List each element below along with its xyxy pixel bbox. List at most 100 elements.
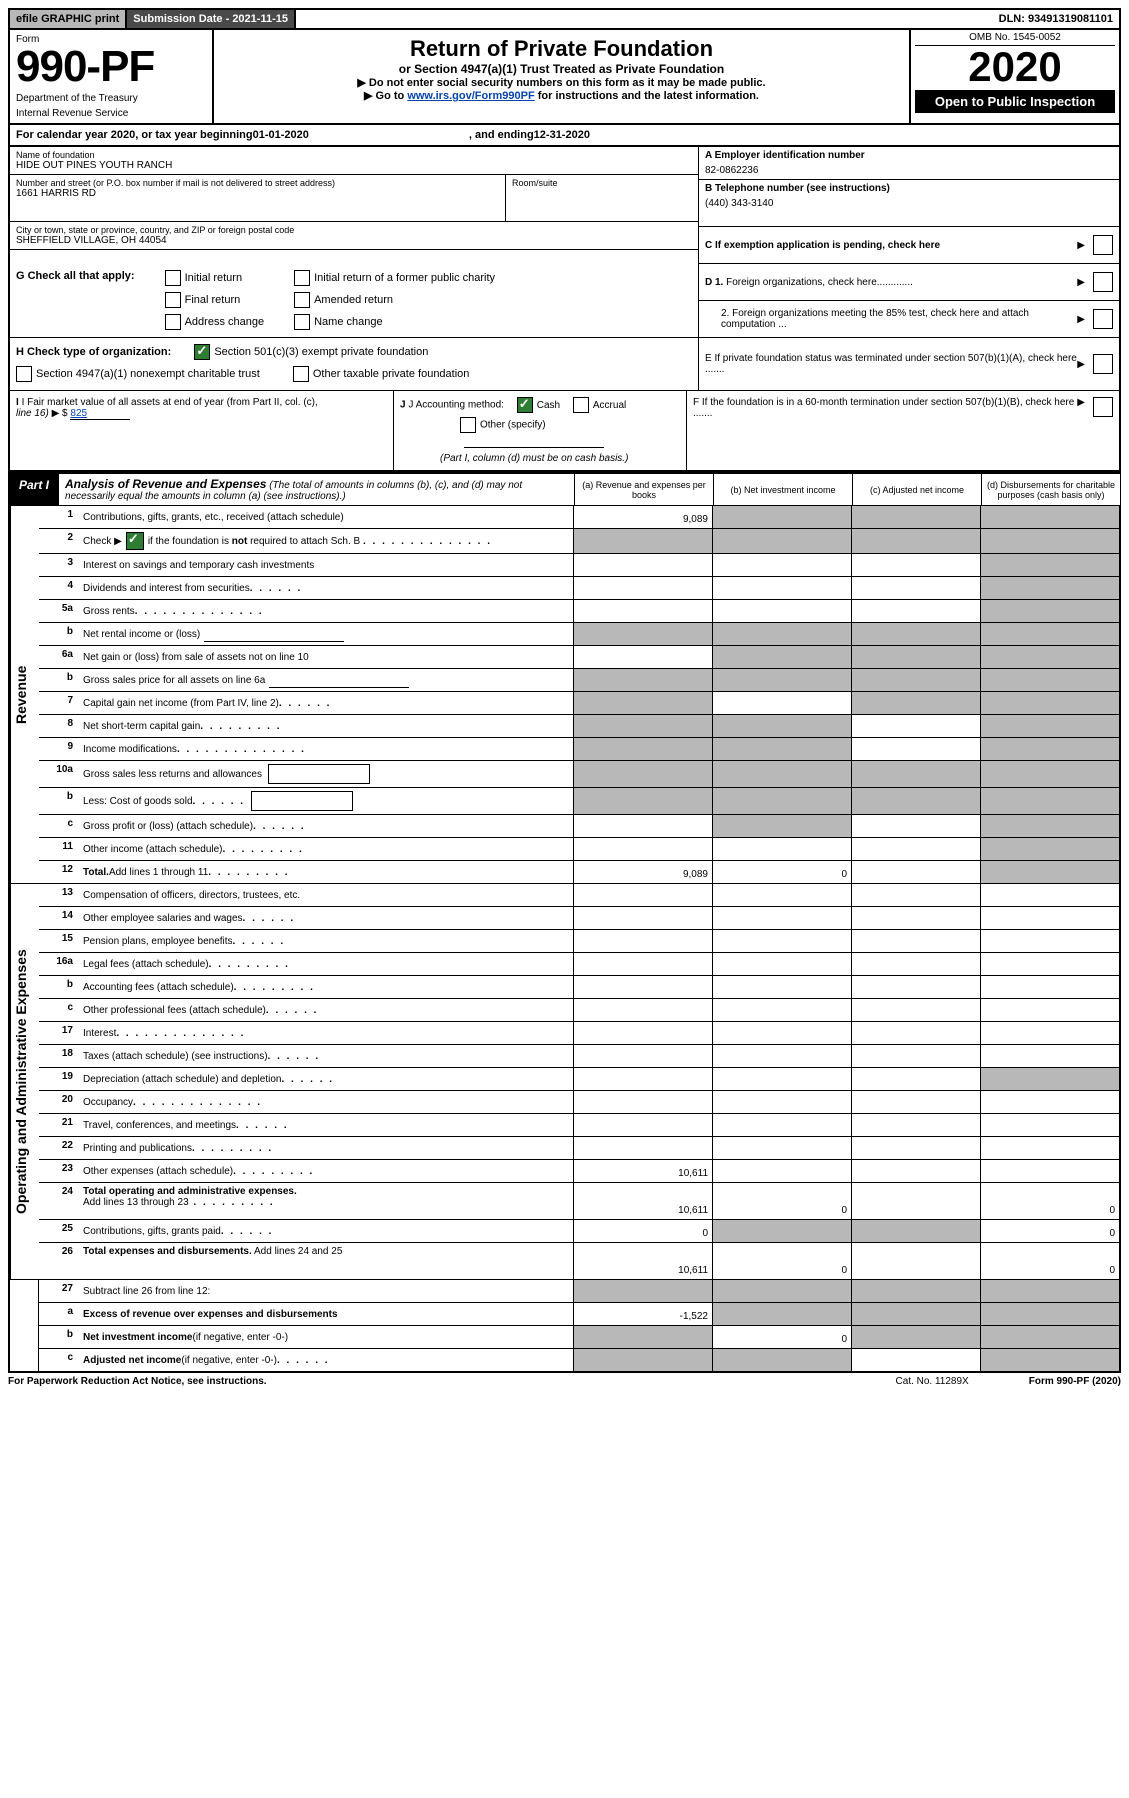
r17-d [980, 1022, 1119, 1044]
r16a-c [851, 953, 980, 975]
desc-22: Printing and publications [79, 1137, 573, 1159]
r10b-box[interactable] [251, 791, 353, 811]
ln-25: 25 [39, 1220, 79, 1242]
f-section: F If the foundation is in a 60-month ter… [687, 391, 1119, 470]
col-a-head: (a) Revenue and expenses per books [574, 474, 713, 505]
ln-5a: 5a [39, 600, 79, 622]
efile-print-button[interactable]: efile GRAPHIC print [10, 10, 127, 28]
desc-27c: Adjusted net income (if negative, enter … [79, 1349, 573, 1371]
cb-amended[interactable] [294, 292, 310, 308]
dept-treasury: Department of the Treasury [16, 93, 206, 104]
r6b-c [851, 669, 980, 691]
d2-label: 2. Foreign organizations meeting the 85%… [705, 308, 1077, 330]
r13-c [851, 884, 980, 906]
lbl-name-change: Name change [314, 316, 383, 328]
cb-4947[interactable] [16, 366, 32, 382]
cb-accrual[interactable] [573, 397, 589, 413]
d1-checkbox[interactable] [1093, 272, 1113, 292]
r5a-b [712, 600, 851, 622]
line27-rows: 27 Subtract line 26 from line 12: a Exce… [39, 1280, 1119, 1371]
r5b-field[interactable] [204, 627, 344, 642]
r13-a [573, 884, 712, 906]
desc-26: Total expenses and disbursements. Add li… [79, 1243, 573, 1279]
r11-d [980, 838, 1119, 860]
cb-sch-b[interactable] [126, 532, 144, 550]
r18-b [712, 1045, 851, 1067]
r24-bold: Total operating and administrative expen… [83, 1186, 297, 1197]
dln-number: DLN: 93491319081101 [993, 10, 1119, 28]
ln-27: 27 [39, 1280, 79, 1302]
desc-1: Contributions, gifts, grants, etc., rece… [79, 506, 573, 528]
r20-b [712, 1091, 851, 1113]
instr2-pre: Go to [376, 90, 408, 102]
desc-25: Contributions, gifts, grants paid [79, 1220, 573, 1242]
part1-header: Part I Analysis of Revenue and Expenses … [8, 472, 1121, 506]
addr-cell: Number and street (or P.O. box number if… [10, 175, 505, 222]
r12-d [980, 861, 1119, 883]
i-label: I Fair market value of all assets at end… [22, 397, 318, 408]
r1-a: 9,089 [573, 506, 712, 528]
h-section: H Check type of organization: Section 50… [10, 338, 698, 391]
cb-cash[interactable] [517, 397, 533, 413]
desc-16a: Legal fees (attach schedule) [79, 953, 573, 975]
r27c-b [712, 1349, 851, 1371]
cb-name-change[interactable] [294, 314, 310, 330]
ln-1: 1 [39, 506, 79, 528]
r5a-c [851, 600, 980, 622]
row-27: 27 Subtract line 26 from line 12: [39, 1280, 1119, 1303]
c-cell: C If exemption application is pending, c… [699, 227, 1119, 264]
e-checkbox[interactable] [1093, 354, 1113, 374]
open-public-badge: Open to Public Inspection [915, 90, 1115, 113]
ln-15: 15 [39, 930, 79, 952]
r23-text: Other expenses (attach schedule) [83, 1166, 233, 1177]
header-left: Form 990-PF Department of the Treasury I… [10, 30, 214, 123]
name-cell: Name of foundation HIDE OUT PINES YOUTH … [10, 147, 698, 175]
col-c-text: (c) Adjusted net income [857, 485, 977, 495]
revenue-block: Revenue 1 Contributions, gifts, grants, … [8, 506, 1121, 884]
r10a-box[interactable] [268, 764, 370, 784]
row-4: 4 Dividends and interest from securities [39, 577, 1119, 600]
name-label: Name of foundation [16, 150, 692, 160]
cb-final[interactable] [165, 292, 181, 308]
ln-6b: b [39, 669, 79, 691]
ln-12: 12 [39, 861, 79, 883]
row-23: 23 Other expenses (attach schedule) 10,6… [39, 1160, 1119, 1183]
r21-c [851, 1114, 980, 1136]
ln-13: 13 [39, 884, 79, 906]
row-10c: c Gross profit or (loss) (attach schedul… [39, 815, 1119, 838]
r26-c [851, 1243, 980, 1279]
cb-other-method[interactable] [460, 417, 476, 433]
info-grid: Name of foundation HIDE OUT PINES YOUTH … [8, 147, 1121, 264]
cb-addr-change[interactable] [165, 314, 181, 330]
cb-initial[interactable] [165, 270, 181, 286]
r6b-a [573, 669, 712, 691]
r10a-a [573, 761, 712, 787]
ln-10b: b [39, 788, 79, 814]
row-15: 15 Pension plans, employee benefits [39, 930, 1119, 953]
instruction-2: ▶ Go to www.irs.gov/Form990PF for instru… [220, 89, 903, 102]
cb-initial-former[interactable] [294, 270, 310, 286]
r8-c [851, 715, 980, 737]
r10b-a [573, 788, 712, 814]
footer-right: Form 990-PF (2020) [1029, 1376, 1121, 1387]
lbl-4947: Section 4947(a)(1) nonexempt charitable … [36, 368, 260, 380]
r21-a [573, 1114, 712, 1136]
r18-a [573, 1045, 712, 1067]
fmv-value-link[interactable]: 825 [70, 408, 130, 420]
r2-b [712, 529, 851, 553]
other-specify-field[interactable] [464, 433, 604, 448]
r27c-c [851, 1349, 980, 1371]
r18-text: Taxes (attach schedule) (see instruction… [83, 1051, 268, 1062]
r27c-d [980, 1349, 1119, 1371]
r27b-c [851, 1326, 980, 1348]
f-checkbox[interactable] [1093, 397, 1113, 417]
irs-link[interactable]: www.irs.gov/Form990PF [407, 90, 534, 102]
cb-501c3[interactable] [194, 344, 210, 360]
c-checkbox[interactable] [1093, 235, 1113, 255]
r6b-field[interactable] [269, 673, 409, 688]
cb-other-tax[interactable] [293, 366, 309, 382]
col-b-head: (b) Net investment income [713, 474, 852, 505]
d2-checkbox[interactable] [1093, 309, 1113, 329]
desc-27a: Excess of revenue over expenses and disb… [79, 1303, 573, 1325]
arrow-icon: ▶ [1077, 277, 1085, 288]
